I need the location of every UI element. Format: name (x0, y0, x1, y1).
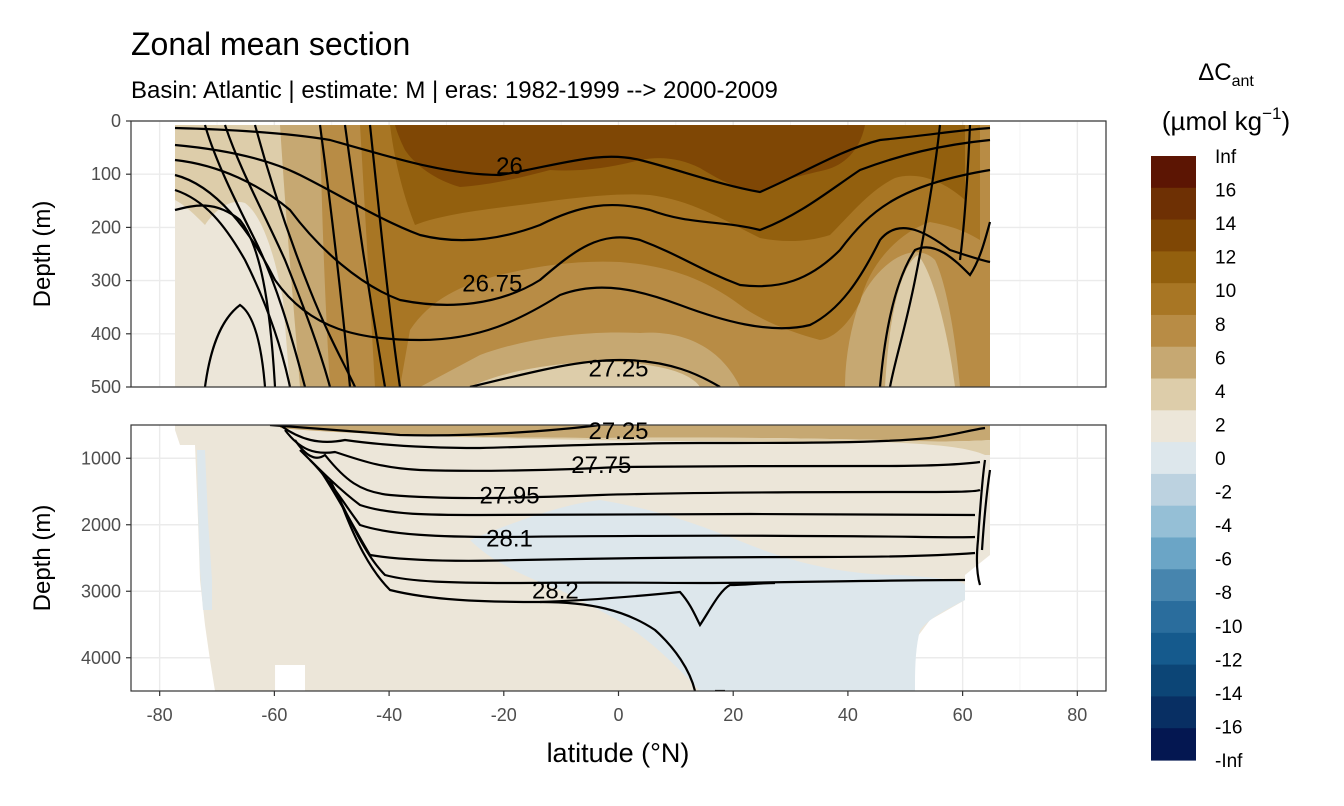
legend-units: (µmol kg−1) (1162, 104, 1290, 136)
x-axis-label: latitude (°N) (547, 738, 690, 768)
isopycnal-label: 26.75 (462, 270, 522, 297)
legend-label: -4 (1215, 516, 1232, 537)
legend-swatch (1151, 537, 1196, 570)
legend-swatch (1151, 251, 1196, 284)
chart-title: Zonal mean section (131, 26, 410, 62)
legend-swatch (1151, 346, 1196, 380)
legend-swatch (1151, 442, 1196, 475)
legend-swatch (1151, 187, 1196, 221)
isopycnal-labels: 26 26.75 27.25 27.25 27.75 27.95 28.1 28.2 (462, 153, 648, 604)
legend-label: -10 (1215, 617, 1242, 638)
legend-swatch (1151, 283, 1196, 316)
legend-label: -12 (1215, 650, 1242, 671)
legend-label: Inf (1215, 147, 1237, 168)
legend-swatch (1151, 410, 1196, 443)
legend-swatch (1151, 314, 1196, 348)
legend-label: -14 (1215, 684, 1243, 705)
legend-swatch (1151, 378, 1196, 411)
legend-swatch (1151, 664, 1196, 698)
legend-swatch (1151, 696, 1196, 729)
upper-y-axis: 0 100 200 300 400 500 (91, 111, 131, 397)
legend-swatch (1151, 219, 1196, 252)
lower-isopycnal-contours (269, 425, 992, 691)
legend-label: -Inf (1215, 751, 1243, 772)
legend-title: ΔCant (1198, 59, 1254, 90)
legend-swatch (1151, 632, 1196, 666)
field-region-lower-top-band-right (380, 434, 990, 455)
x-tick-label: 80 (1067, 705, 1087, 725)
legend-label: -6 (1215, 550, 1232, 571)
x-tick-label: -80 (147, 705, 173, 725)
field-region-lower-top-band (280, 425, 990, 442)
x-axis: -80 -60 -40 -20 0 20 40 60 80 (147, 691, 1087, 725)
x-tick-label: -40 (376, 705, 402, 725)
isopycnal-label: 26 (496, 153, 523, 180)
y-tick-label: 300 (91, 271, 121, 291)
lower-y-axis: 1000 2000 3000 4000 (81, 448, 131, 668)
upper-panel-field (175, 125, 990, 387)
legend-label: 12 (1215, 248, 1236, 269)
legend-label: -8 (1215, 583, 1232, 604)
legend-labels: Inf 16 14 12 10 8 6 4 2 0 -2 -4 -6 -8 -10 -12 -14 -16 -Inf (1215, 147, 1243, 772)
legend-label: 8 (1215, 315, 1226, 336)
legend-swatch (1151, 569, 1196, 602)
legend: ΔCant (µmol kg−1) Inf 16 14 12 10 8 6 4 2 0 -2 -4 -6… (1151, 59, 1290, 772)
x-tick-label: 0 (613, 705, 623, 725)
y-tick-label: 100 (91, 164, 121, 184)
legend-swatch (1151, 473, 1196, 507)
x-tick-label: 40 (838, 705, 858, 725)
y-tick-label: 3000 (81, 581, 121, 601)
upper-isopycnal-contours (174, 124, 992, 387)
y-tick-label: 0 (111, 111, 121, 131)
y-axis-label-upper: Depth (m) (29, 201, 56, 308)
field-region-lower-negative (470, 500, 965, 691)
upper-panel: 0 100 200 300 400 500 (91, 111, 1107, 397)
upper-panel-border (130, 120, 1107, 388)
legend-label: -16 (1215, 717, 1242, 738)
legend-swatch (1151, 728, 1196, 761)
lower-panel: 1000 2000 3000 4000 (81, 424, 1107, 692)
legend-label: 6 (1215, 348, 1226, 369)
legend-swatch (1151, 601, 1196, 634)
y-tick-label: 2000 (81, 515, 121, 535)
y-axis-label-lower: Depth (m) (29, 505, 56, 612)
isopycnal-label: 27.75 (571, 452, 631, 479)
x-tick-label: 60 (953, 705, 973, 725)
legend-swatch (1151, 505, 1196, 539)
legend-colorbar (1151, 156, 1196, 761)
isopycnal-label: 28.1 (486, 526, 533, 553)
isopycnal-label: 27.25 (588, 355, 648, 382)
y-tick-label: 1000 (81, 448, 121, 468)
field-region-near-zero-pocket (175, 200, 290, 387)
y-tick-label: 500 (91, 377, 121, 397)
x-tick-label: -20 (491, 705, 517, 725)
legend-label: 0 (1215, 449, 1226, 470)
y-tick-label: 4000 (81, 648, 121, 668)
isopycnal-label: 27.25 (588, 418, 648, 445)
legend-label: 4 (1215, 382, 1226, 403)
legend-swatch (1151, 156, 1196, 189)
legend-label: 10 (1215, 281, 1236, 302)
legend-label: -2 (1215, 483, 1232, 504)
chart-subtitle: Basin: Atlantic | estimate: M | eras: 19… (131, 77, 778, 104)
legend-label: 14 (1215, 214, 1237, 235)
field-region-lower-edge (197, 450, 212, 610)
isopycnal-label: 28.2 (532, 578, 579, 605)
y-tick-label: 200 (91, 217, 121, 237)
y-tick-label: 400 (91, 324, 121, 344)
legend-label: 16 (1215, 181, 1236, 202)
x-tick-label: 20 (723, 705, 743, 725)
isopycnal-label: 27.95 (479, 482, 539, 509)
legend-label: 2 (1215, 415, 1226, 436)
x-tick-label: -60 (261, 705, 287, 725)
